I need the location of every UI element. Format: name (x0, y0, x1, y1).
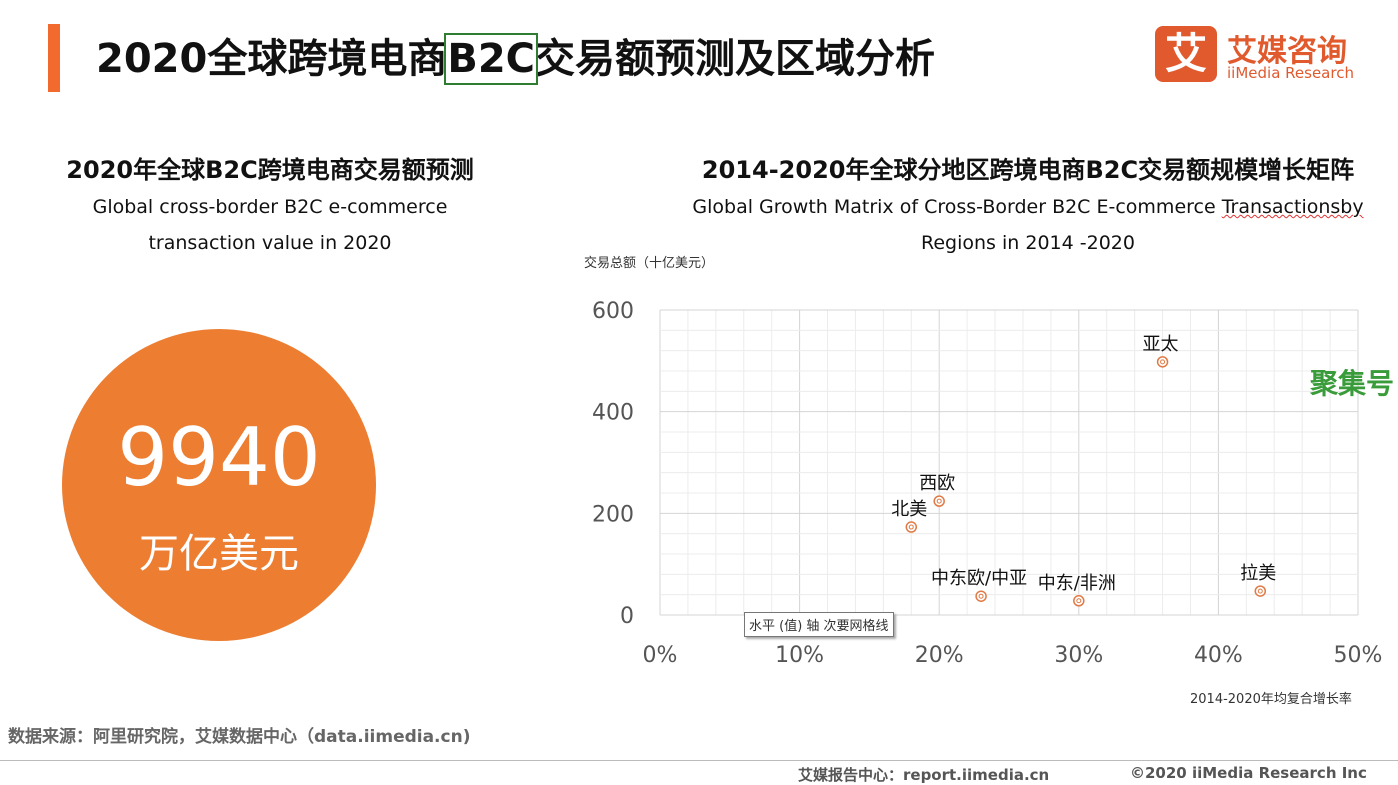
source-note: 数据来源：阿里研究院，艾媒数据中心（data.iimedia.cn) (8, 727, 471, 747)
page-title: 2020全球跨境电商B2C交易额预测及区域分析 (96, 26, 936, 85)
data-label: 西欧 (919, 473, 955, 494)
data-label: 中东欧/中亚 (931, 568, 1027, 589)
x-tick-label: 40% (1194, 643, 1243, 668)
tooltip: 水平 (值) 轴 次要网格线 (744, 612, 894, 637)
footer-report-link[interactable]: 艾媒报告中心：report.iimedia.cn (798, 766, 1050, 784)
watermark: 聚集号 (1310, 367, 1395, 400)
x-tick-label: 20% (915, 643, 964, 668)
subtitle-part: Transactionsby (1221, 196, 1364, 218)
iimedia-logo: 艾 艾媒咨询 iiMedia Research (1155, 26, 1395, 84)
data-point-inner (978, 593, 984, 599)
footer-copyright: ©2020 iiMedia Research Inc (1130, 764, 1367, 782)
data-point-inner (1257, 588, 1263, 594)
data-point (1073, 595, 1085, 607)
title-part: 2020全球跨境电商 (96, 36, 448, 82)
logo-cn: 艾媒咨询 (1227, 34, 1347, 69)
y-tick-label: 400 (592, 401, 634, 426)
x-axis-label: 2014-2020年均复合增长率 (1190, 692, 1352, 707)
x-tick-label: 30% (1054, 643, 1103, 668)
left-subtitle: transaction value in 2020 (148, 232, 392, 254)
data-label: 北美 (891, 499, 927, 520)
data-point (905, 521, 918, 533)
data-point (1254, 585, 1267, 597)
left-title: 2020年全球B2C跨境电商交易额预测 (66, 156, 474, 184)
data-label: 亚太 (1143, 334, 1179, 355)
data-point (1156, 356, 1169, 368)
chart-subtitle: Regions in 2014 -2020 (921, 232, 1135, 254)
data-point-inner (1076, 598, 1082, 604)
x-tick-label: 10% (775, 643, 824, 668)
chart-subtitle: Global Growth Matrix of Cross-Border B2C… (670, 196, 1386, 218)
y-tick-label: 600 (592, 299, 634, 324)
title-accent-bar (48, 24, 60, 92)
x-tick-label: 50% (1334, 643, 1383, 668)
x-tick-label: 0% (643, 643, 678, 668)
data-point-inner (1160, 359, 1166, 365)
title-part: 交易额预测及区域分析 (535, 36, 936, 82)
data-point-inner (908, 524, 914, 530)
data-point (975, 590, 987, 602)
chart-title: 2014-2020年全球分地区跨境电商B2C交易额规模增长矩阵 (701, 156, 1355, 184)
data-label: 中东/非洲 (1038, 573, 1116, 594)
value-circle: 9940 万亿美元 (62, 329, 376, 641)
y-axis-label: 交易总额（十亿美元） (584, 256, 715, 271)
data-point (933, 495, 945, 507)
footer-divider (0, 760, 1398, 761)
left-subtitle: Global cross-border B2C e-commerce (92, 196, 448, 218)
subtitle-part: Global Growth Matrix of Cross-Border B2C… (692, 196, 1222, 218)
value-number: 9940 (117, 411, 321, 504)
data-label: 拉美 (1240, 563, 1276, 584)
data-point-inner (936, 498, 942, 504)
y-tick-label: 0 (620, 604, 634, 629)
logo-en: iiMedia Research (1227, 64, 1354, 82)
y-tick-label: 200 (592, 502, 634, 527)
value-unit: 万亿美元 (139, 531, 299, 577)
title-highlight: B2C (444, 33, 539, 85)
logo-mark: 艾 (1155, 26, 1217, 82)
